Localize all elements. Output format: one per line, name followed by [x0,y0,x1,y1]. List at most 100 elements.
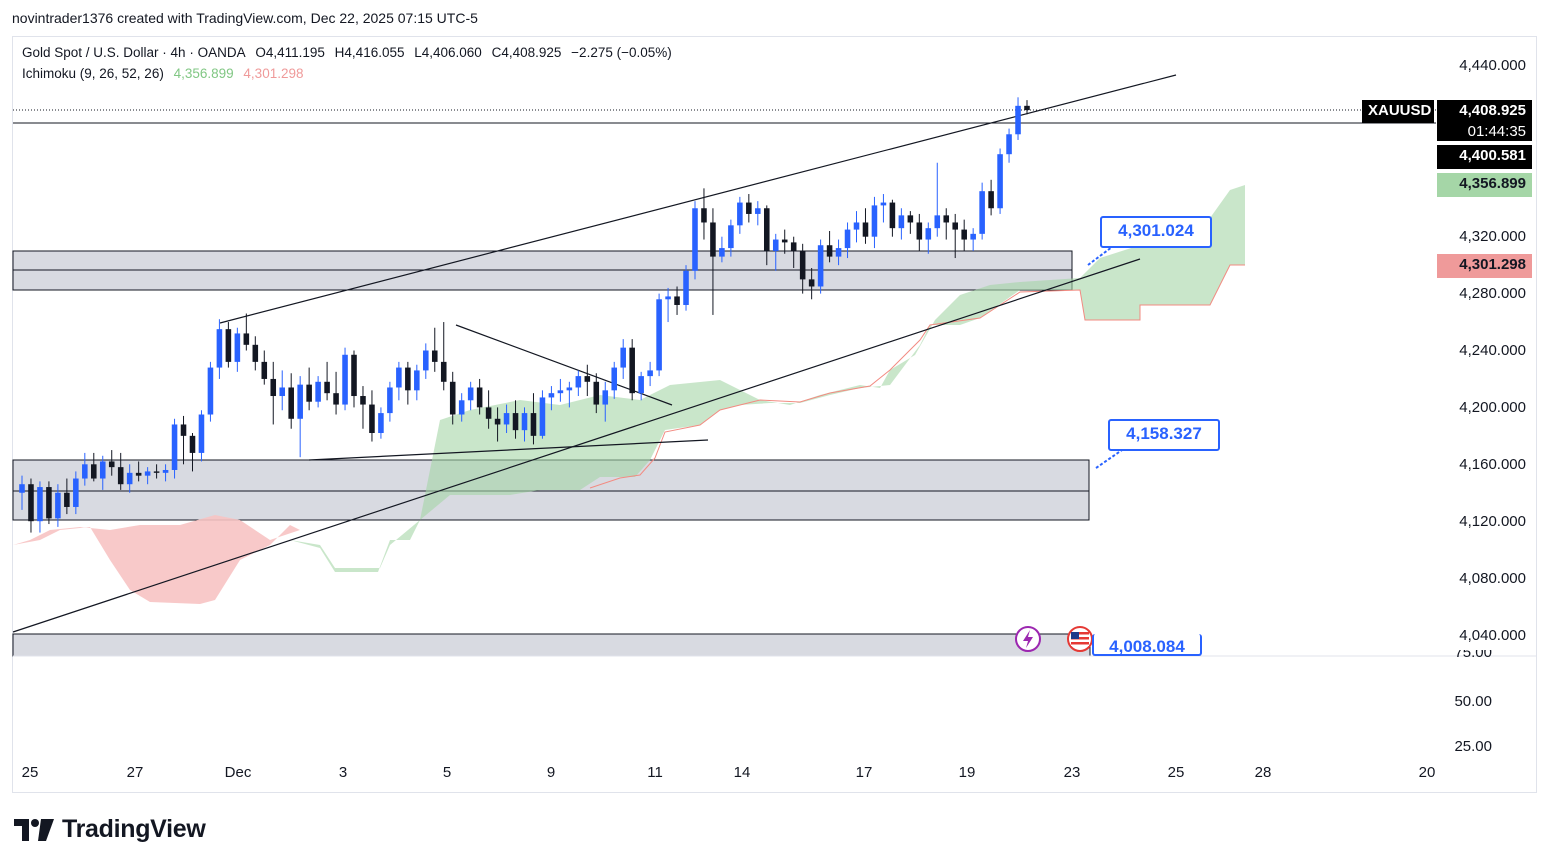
candle-body [162,469,169,473]
callout-pointer-upper [1087,246,1113,266]
x-tick: 9 [546,764,556,781]
trendline-support [12,258,1141,633]
candle-body [584,376,591,382]
legend-change: −2.275 (−0.05%) [571,45,672,60]
candle-body [557,390,564,394]
candle-body [772,239,779,251]
cloud-bear-edge [589,264,1245,489]
indicator-span-b: 4,301.298 [243,66,304,81]
osc-tick: 75.00 [1454,650,1492,660]
candle-body [252,344,259,362]
candle-body [387,387,393,414]
candle-body [297,384,303,419]
cloud-bullish-a [290,185,1245,572]
legend-high: H4,416.055 [334,45,405,60]
candle-body [620,347,626,368]
candle-body [755,208,761,214]
brand-name: TradingView [62,815,206,843]
callout-middle[interactable]: 4,158.327 [1108,419,1220,451]
us-flag-icon[interactable] [1067,626,1093,652]
candle-body [37,487,43,522]
x-tick: 28 [1254,764,1272,781]
legend-indicator: Ichimoku (9, 26, 52, 26) 4,356.899 4,301… [22,66,309,81]
candle-body [108,461,115,468]
candle-body [593,381,600,405]
candle-body [494,418,501,425]
candle-body [135,472,142,476]
candle-body [476,387,483,408]
candle-body [719,248,725,257]
candle-body [602,390,609,405]
candle-body [898,215,905,229]
x-tick: 19 [958,764,976,781]
candle-body [216,329,223,368]
candle-body [728,225,734,249]
candle-body [701,208,707,223]
candle-body [467,387,474,401]
osc-tick: 50.00 [1454,693,1492,710]
candle-body [1024,105,1030,111]
candle-body [683,270,689,305]
candle-body [817,245,824,287]
symbol-badge[interactable]: XAUUSD [1362,100,1434,123]
legend-ohlc: Gold Spot / U.S. Dollar · 4h · OANDA O4,… [22,45,678,60]
callout-lower[interactable]: 4,008.084 [1092,634,1202,656]
candle-body [342,354,348,405]
candle-body [171,424,178,470]
candle-body [279,387,286,397]
candle-body [907,215,914,223]
x-tick: 17 [855,764,873,781]
candle-body [225,329,232,362]
candle-body [324,381,330,394]
candle-body [288,387,294,419]
callout-upper[interactable]: 4,301.024 [1100,216,1212,248]
candle-body [423,350,429,371]
candle-body [808,279,815,287]
candle-body [243,333,250,345]
x-tick: 5 [442,764,452,781]
legend-close: C4,408.925 [491,45,562,60]
last-price-badge: 4,408.925 [1437,100,1532,121]
x-tick: 25 [1167,764,1185,781]
candle-body [737,202,743,226]
candle-body [629,347,635,394]
candle-body [674,296,680,305]
candle-body [746,202,752,214]
candle-body [315,381,321,402]
candle-body [692,208,698,271]
candle-body [396,367,402,388]
candle-body [485,407,492,419]
osc-tick: 25.00 [1454,738,1492,755]
candle-body [799,250,806,280]
cloud-bearish [13,515,300,604]
candle-body [28,484,34,522]
candle-body [73,478,79,507]
candle-body [180,424,187,436]
lightning-icon[interactable] [1015,626,1041,652]
x-tick: 25 [21,764,39,781]
candle-body [351,354,357,397]
y-tick: 4,240.000 [1459,342,1526,359]
candle-body [952,222,958,230]
candle-body [55,492,61,519]
candle-body [369,404,375,434]
candle-body [638,376,644,394]
candle-body [46,487,52,519]
candle-body [889,202,896,229]
candle-body [826,245,833,257]
x-tick: 11 [647,764,663,781]
candle-body [862,222,869,237]
y-tick: 4,040.000 [1459,627,1526,644]
candle-body [405,367,411,391]
candle-body [961,229,967,240]
tradingview-logo[interactable]: TradingView [14,815,206,844]
candle-body [333,393,339,405]
candle-body [449,381,456,415]
candle-body [979,191,985,234]
candle-body [943,215,950,223]
legend-symbol[interactable]: Gold Spot / U.S. Dollar · 4h · OANDA [22,45,246,60]
indicator-name[interactable]: Ichimoku (9, 26, 52, 26) [22,66,164,81]
candle-body [853,222,860,230]
candle-body [988,191,994,209]
